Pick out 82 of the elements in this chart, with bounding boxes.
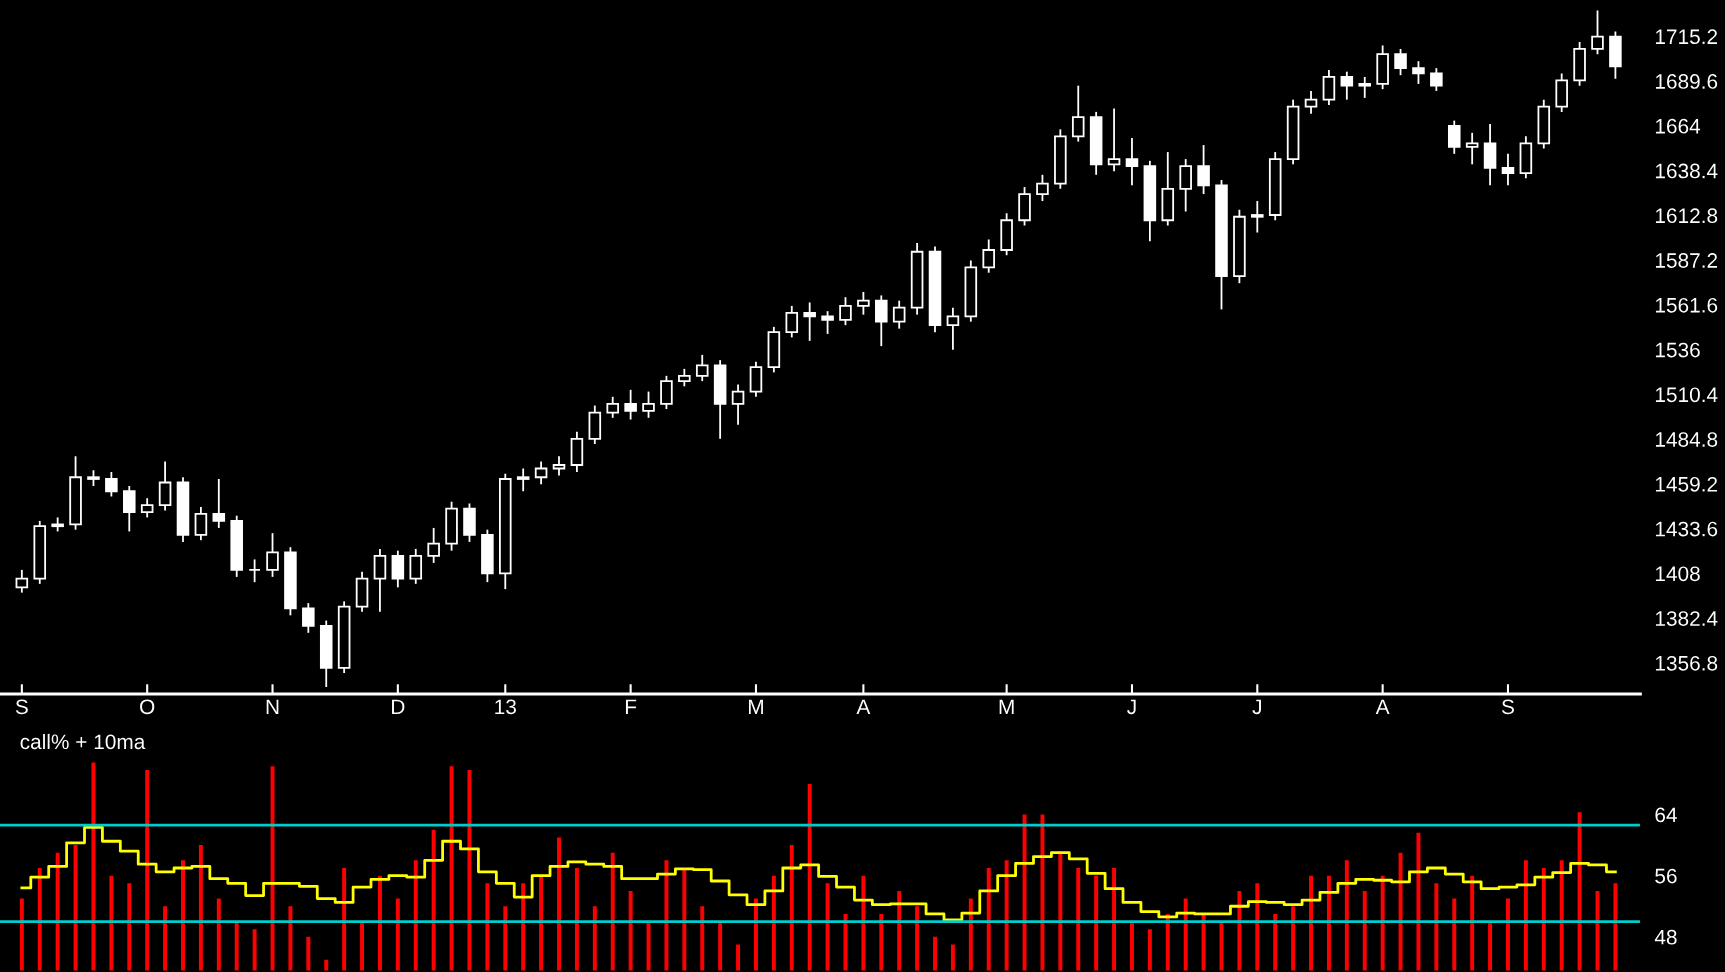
candlestick	[1591, 9, 1604, 56]
y-tick-label: 1433.6	[1655, 521, 1718, 537]
x-tick-label: 13	[495, 699, 516, 715]
y-tick-label: 1638.4	[1655, 163, 1718, 179]
candlestick	[1430, 67, 1443, 92]
chart-title: call% + 10ma	[20, 733, 146, 750]
candlestick	[982, 238, 996, 274]
candlestick	[158, 460, 172, 512]
x-tick-label: A	[856, 699, 871, 714]
candlestick	[731, 383, 745, 426]
x-tick-label: M	[999, 699, 1014, 714]
candlestick	[248, 558, 261, 584]
candlestick	[892, 299, 906, 330]
candlestick	[552, 455, 566, 477]
candlestick	[1447, 119, 1461, 155]
candlestick	[1412, 60, 1425, 85]
candlestick	[15, 568, 29, 594]
x-tick-label: S	[1501, 699, 1514, 715]
y-tick-label: 1382.4	[1655, 611, 1718, 626]
y-tick-label: 1408	[1655, 566, 1700, 582]
candlestick	[1340, 70, 1354, 101]
y-tick-label: 48	[1654, 929, 1677, 945]
candlestick	[212, 478, 226, 529]
y-tick-label: 1561.6	[1655, 297, 1718, 313]
y-tick-label: 1664	[1655, 118, 1701, 134]
candlestick	[1251, 200, 1264, 234]
candlestick	[140, 497, 154, 519]
x-tick-label: D	[392, 699, 405, 714]
y-tick-label: 64	[1655, 807, 1677, 823]
candlestick	[122, 485, 136, 533]
candlestick	[1179, 158, 1192, 213]
x-tick-label: A	[1375, 699, 1390, 714]
candlestick	[516, 467, 530, 493]
x-tick-label: M	[748, 699, 763, 714]
candlestick	[1358, 76, 1372, 99]
candlestick	[839, 296, 852, 327]
candlestick	[373, 548, 387, 613]
y-tick-label: 1587.2	[1655, 253, 1718, 268]
candlestick	[194, 506, 208, 542]
candlestick	[624, 388, 637, 421]
candlestick	[105, 471, 118, 498]
candlestick	[785, 305, 799, 339]
y-tick-label: 1689.6	[1655, 74, 1718, 89]
candlestick	[946, 306, 960, 351]
y-tick-label: 1612.8	[1655, 208, 1718, 224]
y-tick-label: 1715.2	[1655, 29, 1718, 45]
candlestick	[1322, 69, 1336, 106]
y-tick-label: 1536	[1655, 342, 1700, 358]
candlestick	[695, 353, 709, 382]
candlestick	[1465, 131, 1479, 166]
candlestick	[266, 532, 279, 578]
candlestick	[1036, 173, 1049, 202]
candlestick	[1071, 84, 1085, 143]
candlestick	[606, 395, 619, 419]
candlestick	[875, 294, 888, 348]
y-tick-label: 1459.2	[1655, 476, 1718, 492]
candlestick	[409, 548, 423, 585]
candlestick	[1501, 152, 1515, 187]
candlestick	[660, 374, 673, 410]
candlestick	[1197, 144, 1210, 195]
candlestick	[391, 549, 405, 589]
candlestick	[1304, 89, 1318, 115]
x-tick-label: N	[266, 699, 279, 714]
y-tick-label: 56	[1655, 868, 1677, 884]
x-tick-label: S	[15, 699, 28, 715]
candlestick	[803, 301, 816, 342]
y-tick-label: 1356.8	[1655, 655, 1718, 671]
candlestick	[857, 291, 870, 316]
candlestick	[1394, 48, 1407, 77]
candlestick	[1125, 137, 1139, 187]
y-tick-label: 1484.8	[1655, 432, 1718, 447]
candlestick	[821, 310, 834, 335]
x-tick-label: F	[625, 699, 637, 714]
x-tick-label: J	[1252, 699, 1261, 715]
x-tick-label: O	[140, 699, 155, 715]
candlestick	[642, 390, 655, 419]
candlestick	[302, 602, 315, 634]
candlestick	[534, 460, 548, 486]
candlestick	[1107, 107, 1121, 173]
x-tick-label: J	[1127, 699, 1136, 715]
candlestick	[427, 527, 440, 564]
y-tick-label: 1510.4	[1655, 387, 1718, 403]
